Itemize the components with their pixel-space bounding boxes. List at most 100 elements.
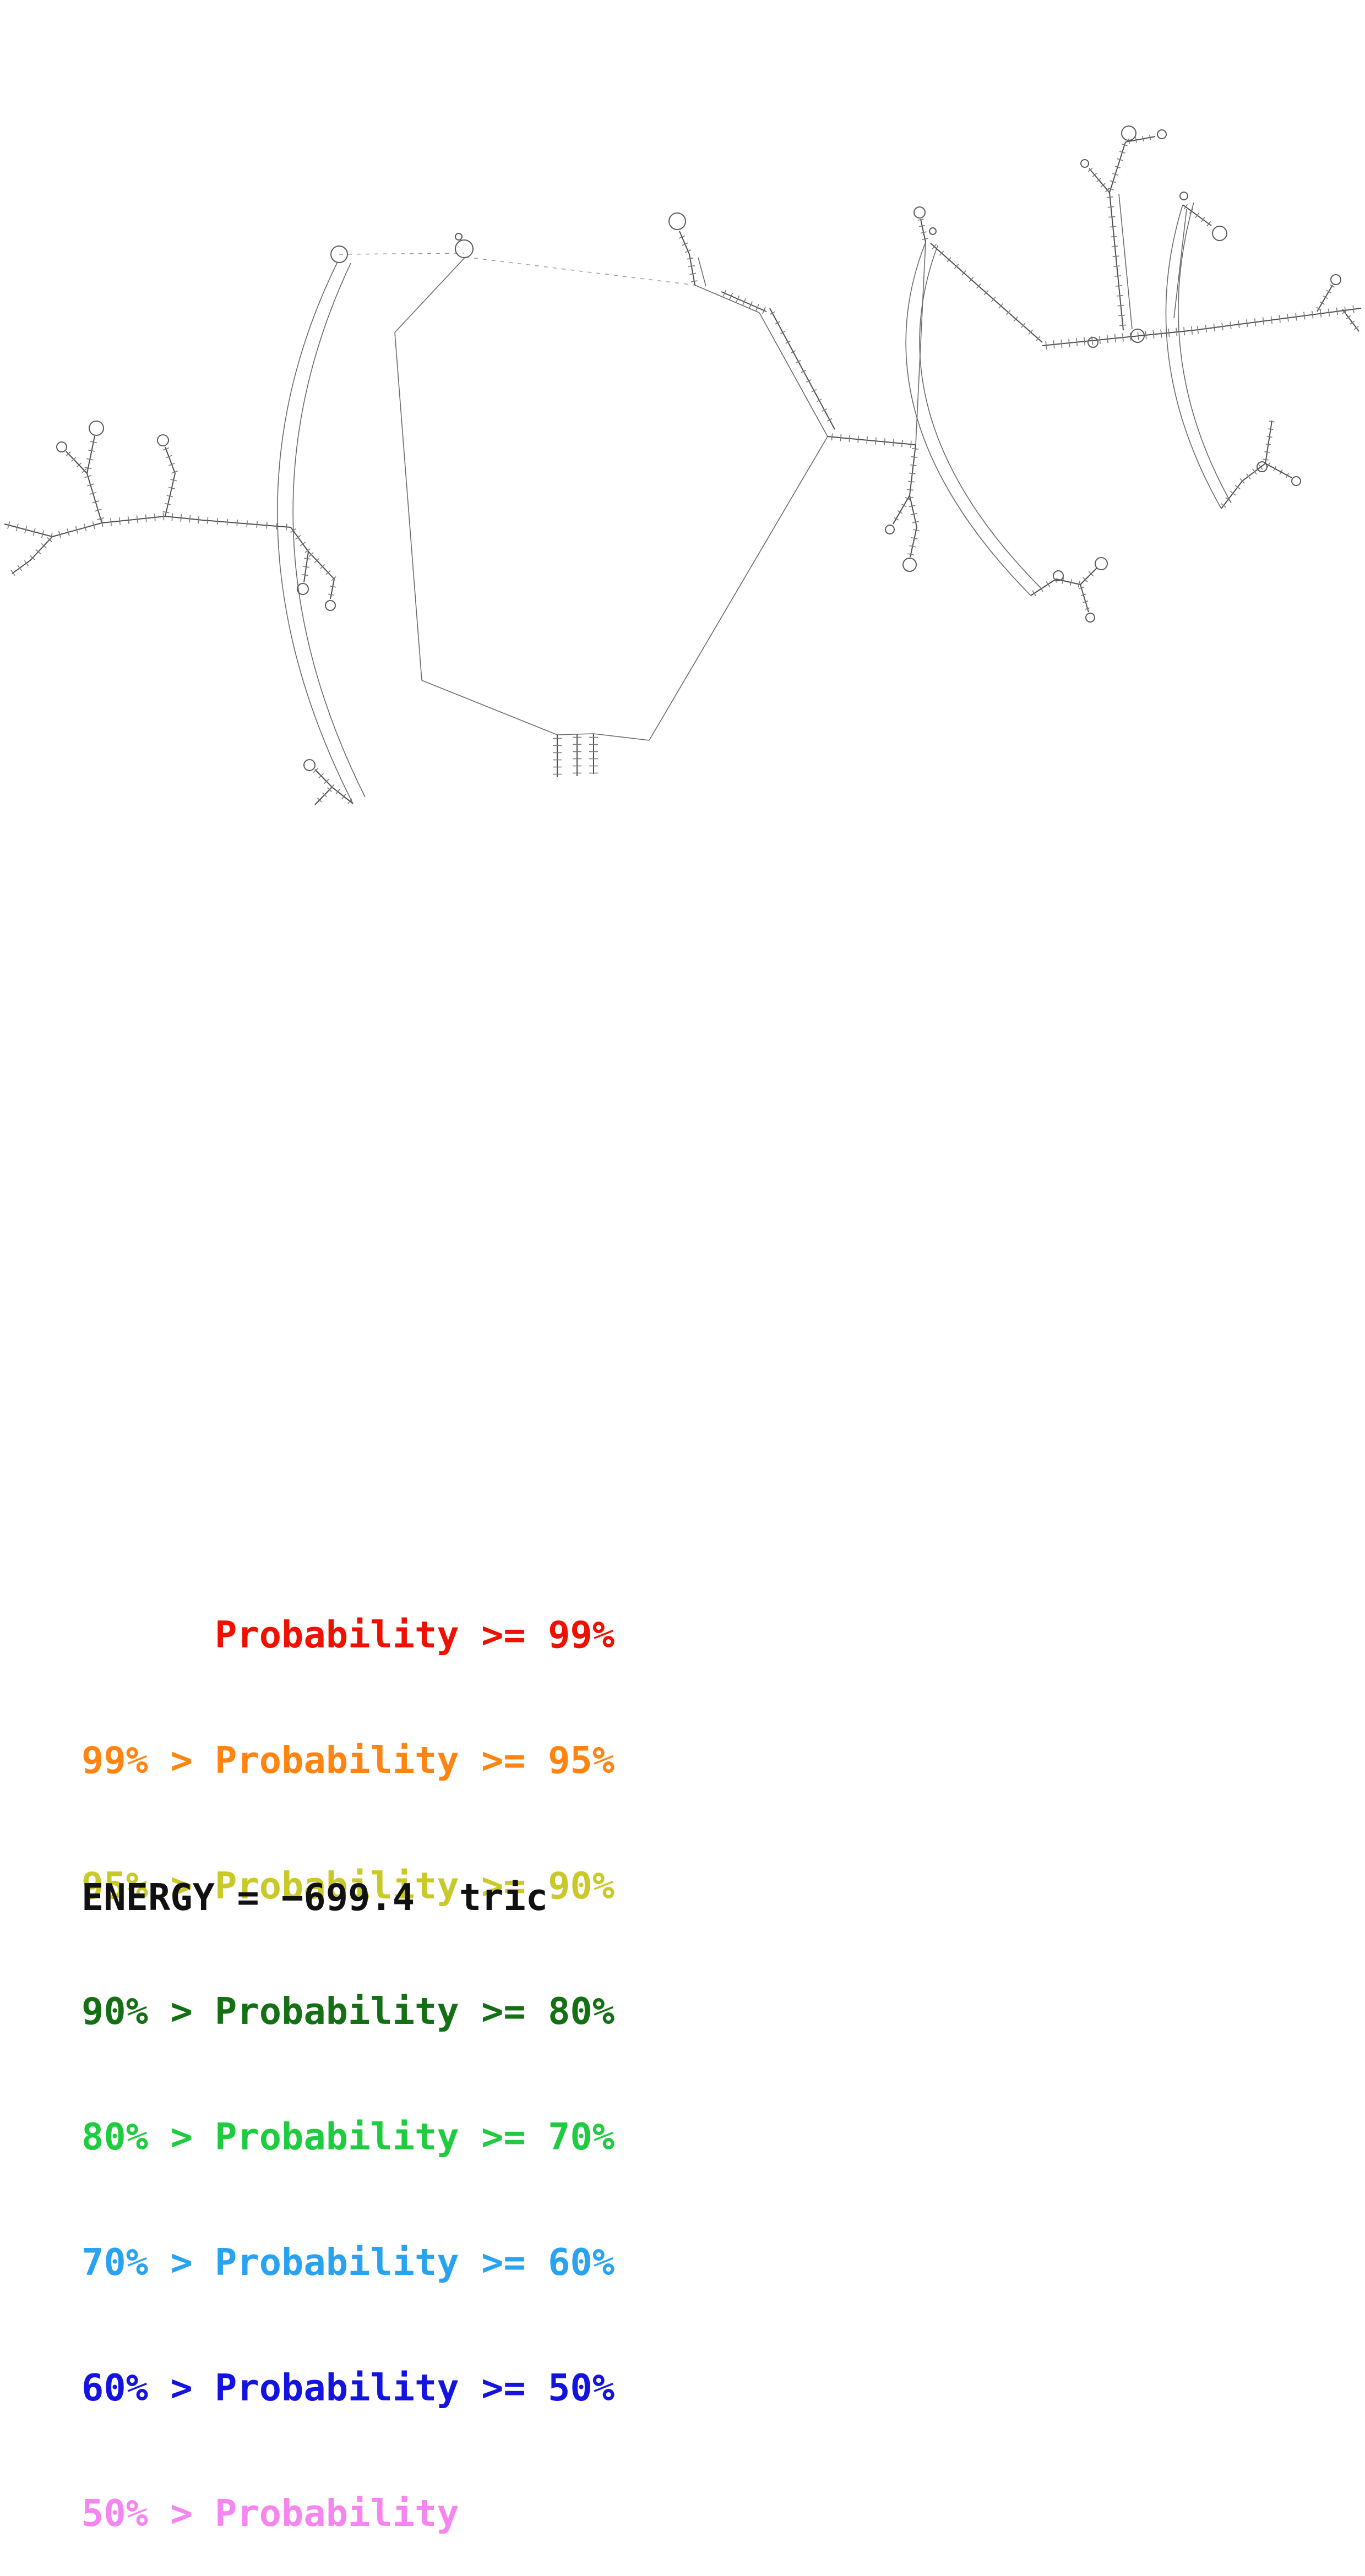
stem xyxy=(1265,420,1272,464)
hairpin-loop xyxy=(902,558,917,572)
arc xyxy=(277,263,354,804)
stem xyxy=(679,231,695,286)
arc xyxy=(292,263,366,798)
hairpin-loop xyxy=(56,441,67,452)
tick-marks xyxy=(769,311,833,422)
crescent-stem-1 xyxy=(277,245,465,805)
tick-marks xyxy=(1106,196,1127,326)
terminal-loop xyxy=(1212,226,1227,241)
tick-marks xyxy=(162,447,178,514)
interior-loop xyxy=(1087,337,1098,348)
tick-marks xyxy=(1266,462,1290,478)
legend-entry: 80% > Probability >= 70% xyxy=(81,2115,615,2158)
terminal-loop xyxy=(913,206,926,219)
hairpin-loop xyxy=(1157,129,1167,139)
nub-loop xyxy=(929,227,937,235)
tick-marks xyxy=(722,290,766,314)
loop-edge xyxy=(649,436,828,741)
top-middle-cluster xyxy=(668,212,835,430)
tick-marks xyxy=(7,512,200,541)
central-loop xyxy=(394,233,828,741)
loop-edge xyxy=(394,332,422,681)
hairpin-loop xyxy=(325,600,336,611)
interior-loop xyxy=(455,239,474,258)
arc xyxy=(1178,202,1232,504)
hairpin-loop xyxy=(303,759,316,771)
left-cluster xyxy=(4,421,291,576)
stem-pair xyxy=(769,308,835,430)
closing-line xyxy=(339,253,465,255)
mid-connector xyxy=(827,242,926,572)
tick-marks xyxy=(1107,143,1128,190)
tick-marks xyxy=(1263,421,1275,461)
tick-marks xyxy=(1342,310,1359,330)
loop-edge xyxy=(694,285,760,313)
stem-pair xyxy=(1118,193,1133,330)
legend-entry: 60% > Probability >= 50% xyxy=(81,2366,615,2409)
bottom-hairpins xyxy=(553,734,598,777)
tick-marks xyxy=(1045,326,1193,350)
tick-marks xyxy=(907,447,920,556)
tick-marks xyxy=(1128,134,1151,144)
tick-marks xyxy=(589,736,598,774)
nub-loop xyxy=(455,233,463,241)
legend-entry: 70% > Probability >= 60% xyxy=(81,2241,615,2284)
crescent-stem-2 xyxy=(905,206,1108,623)
stem xyxy=(1080,584,1089,613)
stem xyxy=(893,495,910,525)
tick-marks xyxy=(313,767,352,804)
loop-edge xyxy=(759,312,828,437)
tick-marks xyxy=(10,537,52,576)
legend-entry: 90% > Probability >= 80% xyxy=(81,1990,615,2033)
top-right-cluster xyxy=(1080,125,1167,331)
hairpin-loop xyxy=(1257,461,1268,472)
tick-marks xyxy=(317,787,332,803)
tick-marks xyxy=(1078,587,1091,610)
hairpin-loop xyxy=(1080,159,1089,168)
tick-marks xyxy=(678,235,698,282)
arc xyxy=(1165,204,1222,509)
tick-marks xyxy=(1197,305,1355,334)
arc xyxy=(905,242,1031,596)
hairpin-loop xyxy=(1291,476,1301,486)
tick-marks xyxy=(1032,571,1094,597)
tick-marks xyxy=(1087,167,1110,193)
stem xyxy=(66,451,88,474)
stem xyxy=(1193,308,1362,331)
stem xyxy=(1030,567,1097,596)
hairpin-loop xyxy=(1121,125,1136,141)
stem xyxy=(1317,285,1333,312)
stem xyxy=(909,444,918,558)
tick-marks xyxy=(932,244,1041,341)
long-link xyxy=(1173,209,1187,319)
tick-marks xyxy=(84,441,105,520)
loop-edge xyxy=(557,733,650,741)
tick-marks xyxy=(66,451,87,473)
tick-marks xyxy=(573,736,581,774)
stem xyxy=(308,551,335,599)
stem xyxy=(165,446,176,517)
interior-loop xyxy=(1130,329,1145,343)
terminal-loop xyxy=(330,245,348,263)
tick-marks xyxy=(553,738,562,775)
tick-marks xyxy=(1316,284,1335,310)
loop-edge xyxy=(394,256,466,333)
stem xyxy=(1089,168,1110,193)
legend-entry: 50% > Probability xyxy=(81,2492,459,2535)
legend-entry: 99% > Probability >= 95% xyxy=(81,1739,615,1782)
tick-marks xyxy=(1221,464,1263,508)
tick-marks xyxy=(308,552,336,596)
legend-entry: 95% > Probability >= 90% xyxy=(81,1864,615,1907)
energy-label: ENERGY = −699.4 tric xyxy=(81,1876,548,1919)
legend-entry: Probability >= 99% xyxy=(81,1613,615,1656)
stem-pair xyxy=(698,257,706,287)
stem xyxy=(314,787,333,805)
stem xyxy=(1109,192,1124,331)
hairpin-loop xyxy=(668,212,686,230)
hairpin-loop xyxy=(297,583,309,595)
hairpin-loop xyxy=(1053,570,1064,581)
tick-marks xyxy=(290,528,311,576)
arc xyxy=(919,245,1041,588)
hairpin-loop xyxy=(157,434,169,446)
stem xyxy=(930,243,1043,343)
